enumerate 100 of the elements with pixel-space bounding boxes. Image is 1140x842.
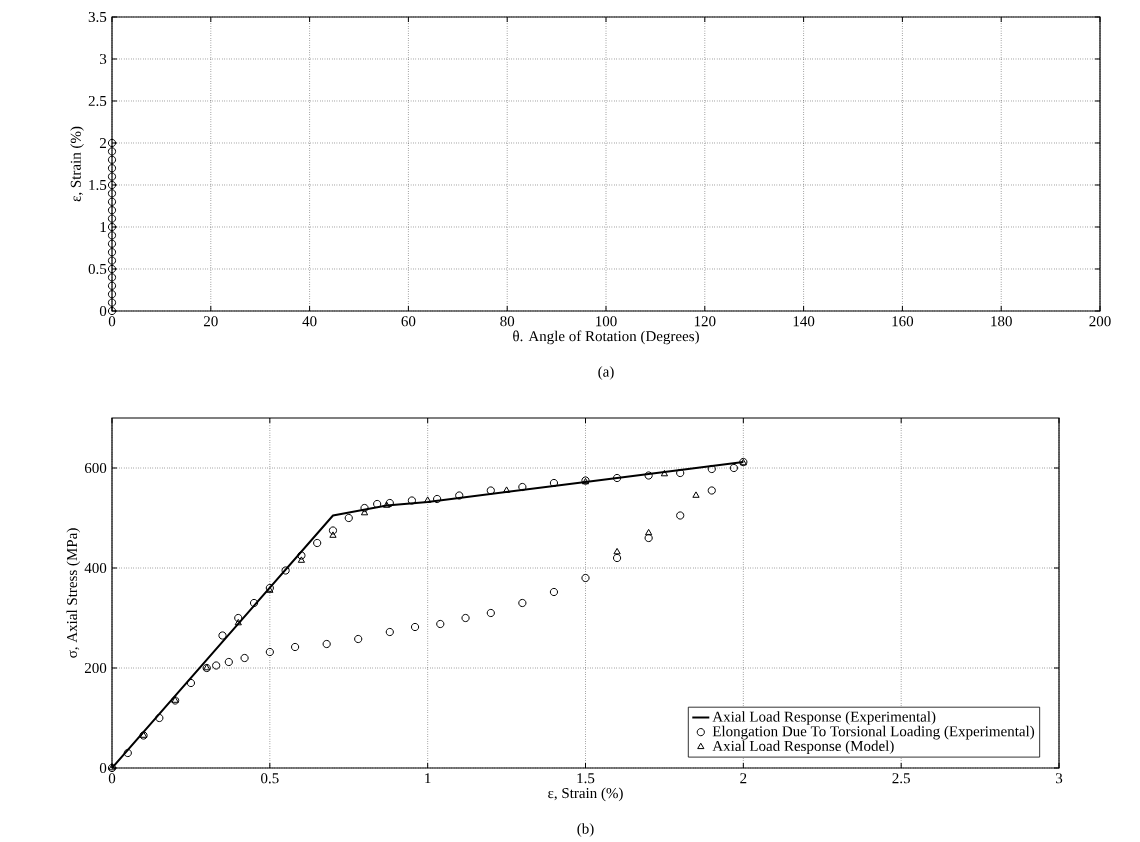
point — [234, 618, 242, 626]
point — [373, 500, 382, 509]
point — [692, 491, 700, 498]
point — [676, 511, 685, 520]
point — [612, 554, 622, 563]
x-tick-label: 3 — [1055, 773, 1063, 784]
point — [107, 189, 117, 198]
point — [107, 172, 117, 181]
y-tick-label: 400 — [84, 563, 107, 574]
point — [360, 504, 369, 513]
y-tick-label: 1.5 — [89, 180, 107, 191]
point — [107, 298, 117, 307]
point — [123, 748, 132, 758]
point — [107, 306, 117, 316]
y-tick-label: 2 — [99, 138, 106, 149]
x-tick-label: 2 — [740, 773, 747, 784]
x-tick-label: 1.5 — [577, 773, 595, 784]
point — [676, 469, 685, 478]
point — [455, 491, 464, 500]
legend-label: Axial Load Response (Model) — [712, 740, 894, 755]
point — [281, 566, 290, 575]
point — [107, 256, 117, 265]
x-tick-label: 1 — [425, 773, 431, 784]
x-tick-label: 120 — [694, 316, 716, 327]
y-tick-label: 600 — [84, 463, 107, 474]
point — [660, 470, 669, 477]
point — [549, 588, 559, 597]
x-tick-label: 100 — [596, 316, 617, 327]
text: (a) — [598, 366, 614, 380]
x-tick-label: 140 — [793, 316, 815, 327]
point — [107, 197, 117, 206]
point — [385, 499, 394, 508]
point — [433, 495, 442, 504]
point — [707, 486, 716, 495]
x-tick-label: 20 — [203, 316, 218, 327]
text: (b) — [577, 823, 594, 837]
point — [107, 231, 117, 240]
point — [360, 509, 369, 516]
point — [354, 634, 363, 644]
x-axis-title: ε, Strain (%) — [548, 787, 623, 802]
point — [707, 465, 716, 474]
point — [155, 713, 164, 723]
y-tick-label: 3.5 — [88, 12, 107, 23]
point — [612, 474, 622, 483]
point — [107, 180, 117, 190]
point — [249, 598, 259, 608]
point — [107, 239, 117, 248]
point — [107, 206, 117, 215]
point — [107, 138, 117, 148]
point — [297, 551, 306, 560]
point — [107, 147, 117, 156]
point — [313, 539, 322, 548]
point — [212, 661, 221, 670]
y-tick-label: 0 — [99, 306, 107, 317]
y-tick-label: 3 — [100, 54, 107, 65]
point — [383, 501, 391, 508]
point — [581, 574, 590, 583]
y-tick-label: 2.5 — [88, 96, 107, 107]
x-tick-label: 80 — [500, 316, 515, 327]
x-tick-label: 0 — [108, 773, 116, 784]
y-axis-title: σ, Axial Stress (MPa) — [66, 528, 81, 658]
point — [107, 214, 117, 223]
point — [461, 613, 470, 623]
x-tick-label: 180 — [991, 316, 1012, 327]
point — [107, 164, 117, 173]
x-tick-label: 60 — [401, 316, 416, 327]
point — [518, 483, 527, 492]
y-tick-label: 0.5 — [88, 264, 107, 275]
x-tick-label: 200 — [1089, 316, 1111, 327]
point — [234, 613, 243, 623]
point — [645, 529, 653, 536]
x-tick-label: 40 — [302, 316, 317, 327]
point — [107, 281, 117, 290]
x-axis-title: θ. Angle of Rotation (Degrees) — [513, 330, 699, 345]
point — [518, 598, 527, 608]
point — [436, 619, 445, 629]
point — [486, 608, 495, 618]
point — [186, 678, 196, 688]
legend-label: Elongation Due To Torsional Loading (Experimental) — [712, 725, 1035, 740]
point — [107, 222, 117, 232]
point — [644, 471, 653, 480]
point — [424, 496, 432, 503]
point — [265, 647, 274, 657]
y-tick-label: 1 — [100, 222, 106, 233]
point — [107, 264, 117, 274]
point — [224, 657, 233, 667]
point — [218, 631, 227, 640]
point — [729, 464, 738, 473]
x-tick-label: 2.5 — [892, 773, 910, 784]
x-tick-label: 0 — [108, 316, 116, 327]
point — [107, 273, 117, 282]
point — [644, 534, 653, 543]
x-tick-label: 0.5 — [261, 773, 279, 784]
point — [486, 486, 495, 495]
point — [549, 479, 559, 488]
point — [385, 627, 394, 637]
point — [107, 248, 117, 257]
point — [297, 556, 306, 563]
point — [329, 531, 337, 538]
point — [407, 496, 416, 505]
